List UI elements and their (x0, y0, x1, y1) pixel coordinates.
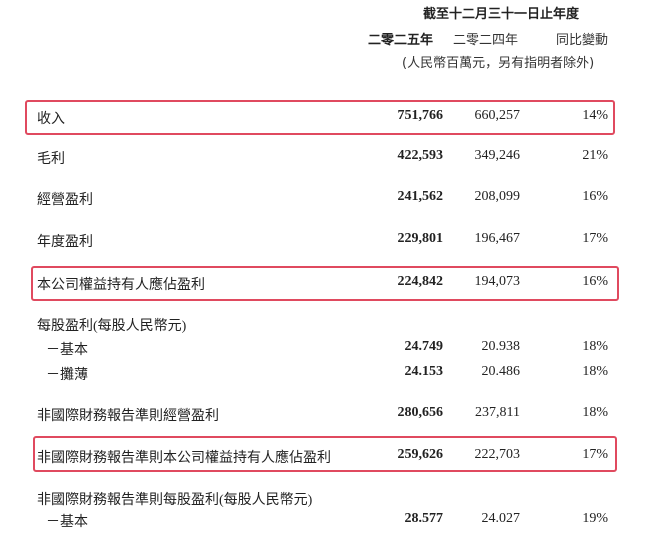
value-change: 17% (582, 447, 608, 462)
value-change: 18% (582, 364, 608, 379)
value-change: 14% (582, 108, 608, 123)
column-header-2025: 二零二五年 (368, 33, 434, 48)
row-label: －基本 (46, 515, 88, 530)
value-2025: 280,656 (397, 405, 444, 420)
value-2025: 24.153 (404, 364, 444, 379)
value-change: 16% (582, 189, 608, 204)
table-row: 非國際財務報告準則本公司權益持有人應佔盈利 259,626 222,703 17% (0, 447, 660, 466)
highlight-box-attributable-profit (31, 266, 619, 301)
table-row: 非國際財務報告準則經營盈利 280,656 237,811 18% (0, 405, 660, 424)
value-2024: 24.027 (481, 511, 521, 526)
table-row: －基本 28.577 24.027 19% (0, 511, 660, 530)
value-2024: 222,703 (474, 447, 521, 462)
row-label: 非國際財務報告準則每股盈利(每股人民幣元) (37, 493, 313, 508)
value-2025: 241,562 (397, 189, 444, 204)
table-row: －攤薄 24.153 20.486 18% (0, 364, 660, 383)
value-change: 16% (582, 274, 608, 289)
value-2024: 20.486 (481, 364, 521, 379)
value-2024: 349,246 (474, 148, 521, 163)
value-2025: 259,626 (397, 447, 444, 462)
period-header: 截至十二月三十一日止年度 (423, 7, 580, 22)
value-2025: 24.749 (404, 339, 444, 354)
value-2024: 208,099 (474, 189, 521, 204)
row-label: 每股盈利(每股人民幣元) (37, 319, 187, 334)
row-label: 非國際財務報告準則經營盈利 (37, 409, 219, 424)
row-label: 收入 (37, 112, 65, 127)
row-label: 毛利 (37, 152, 65, 167)
value-change: 19% (582, 511, 608, 526)
table-row: －基本 24.749 20.938 18% (0, 339, 660, 358)
row-label: 本公司權益持有人應佔盈利 (37, 278, 205, 293)
table-row: 經營盈利 241,562 208,099 16% (0, 189, 660, 208)
table-row: 收入 751,766 660,257 14% (0, 108, 660, 127)
value-2025: 229,801 (397, 231, 444, 246)
value-2024: 194,073 (474, 274, 521, 289)
row-label: 經營盈利 (37, 193, 93, 208)
value-2024: 237,811 (475, 405, 520, 420)
row-label: －攤薄 (46, 368, 88, 383)
value-2024: 196,467 (474, 231, 521, 246)
value-2025: 751,766 (397, 108, 444, 123)
row-label: 非國際財務報告準則本公司權益持有人應佔盈利 (37, 451, 331, 466)
value-2025: 422,593 (397, 148, 444, 163)
highlight-box-revenue (25, 100, 615, 135)
value-2025: 224,842 (397, 274, 444, 289)
value-change: 21% (582, 148, 608, 163)
table-row: 本公司權益持有人應佔盈利 224,842 194,073 16% (0, 274, 660, 293)
column-header-change: 同比變動 (556, 33, 609, 48)
value-2024: 20.938 (481, 339, 521, 354)
table-row: 毛利 422,593 349,246 21% (0, 148, 660, 167)
value-change: 18% (582, 339, 608, 354)
value-2025: 28.577 (404, 511, 444, 526)
row-label: －基本 (46, 343, 88, 358)
value-change: 17% (582, 231, 608, 246)
highlight-box-non-ifrs-attributable-profit (33, 436, 617, 472)
table-row: 年度盈利 229,801 196,467 17% (0, 231, 660, 250)
column-header-2024: 二零二四年 (453, 33, 519, 48)
value-change: 18% (582, 405, 608, 420)
units-note: (人民幣百萬元，另有指明者除外) (402, 56, 595, 71)
value-2024: 660,257 (474, 108, 521, 123)
row-label: 年度盈利 (37, 235, 93, 250)
table-row: 非國際財務報告準則每股盈利(每股人民幣元) (0, 489, 660, 508)
table-row: 每股盈利(每股人民幣元) (0, 315, 660, 334)
